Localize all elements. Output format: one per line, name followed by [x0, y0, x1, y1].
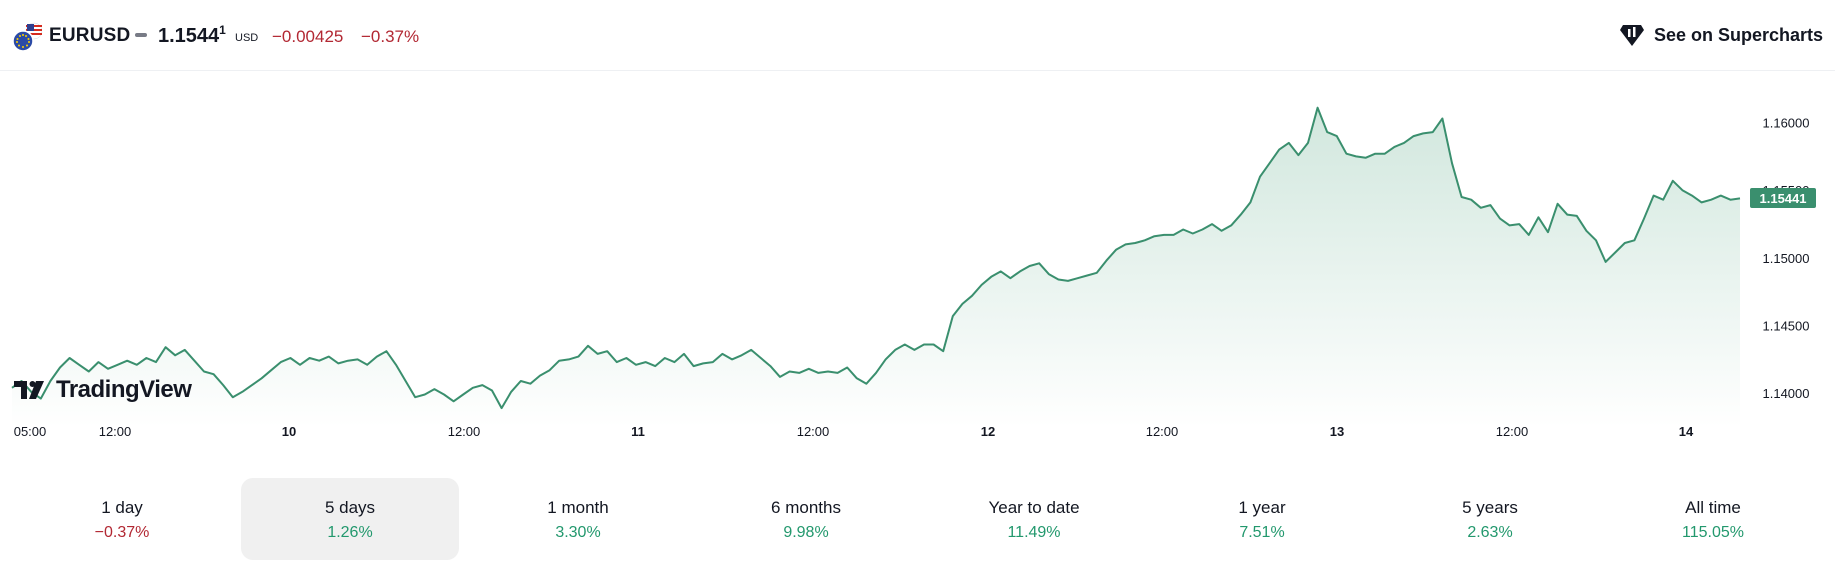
- see-on-supercharts-link[interactable]: See on Supercharts: [1618, 18, 1823, 52]
- period-tab-year-to-date[interactable]: Year to date 11.49%: [925, 478, 1143, 560]
- time-axis-tick: 12:00: [1496, 424, 1529, 439]
- time-axis-tick: 12:00: [448, 424, 481, 439]
- period-label: 1 year: [1238, 498, 1286, 517]
- price-axis-tick: 1.14500: [1763, 319, 1810, 334]
- tradingview-logo-text: TradingView: [56, 376, 192, 403]
- last-price-pipette: 1: [219, 23, 226, 37]
- eur-usd-flag-icon: [12, 22, 42, 52]
- time-axis-tick: 13: [1330, 424, 1344, 439]
- price-change-percent: −0.37%: [361, 27, 420, 46]
- period-label: 5 years: [1462, 498, 1518, 517]
- time-axis-tick: 14: [1679, 424, 1694, 439]
- price-axis-tick: 1.16000: [1763, 116, 1810, 131]
- time-axis-tick: 12:00: [1146, 424, 1179, 439]
- price-change: −0.00425: [272, 27, 344, 46]
- period-label: Year to date: [988, 498, 1080, 517]
- price-currency: USD: [235, 32, 259, 44]
- time-axis-tick: 05:00: [14, 424, 47, 439]
- time-axis-tick: 12:00: [99, 424, 132, 439]
- tradingview-logo[interactable]: TradingView: [14, 376, 192, 404]
- period-tab-1-month[interactable]: 1 month 3.30%: [469, 478, 687, 560]
- price-line: [11, 106, 1741, 410]
- time-axis-tick: 12:00: [797, 424, 830, 439]
- period-change: 2.63%: [1467, 524, 1513, 541]
- symbol-name[interactable]: EURUSD: [49, 25, 131, 46]
- last-price-main: 1.1544: [158, 25, 220, 47]
- market-status-icon: [135, 33, 147, 37]
- supercharts-label: See on Supercharts: [1653, 24, 1823, 45]
- tradingview-logo-icon: [14, 381, 44, 399]
- last-price-marker-label: 1.15441: [1760, 191, 1807, 206]
- last-price: 1.15441: [158, 23, 226, 48]
- period-tab-1-day[interactable]: 1 day −0.37%: [13, 478, 231, 560]
- period-tab-6-months[interactable]: 6 months 9.98%: [697, 478, 915, 560]
- period-change: 115.05%: [1682, 524, 1744, 541]
- period-tab-5-years[interactable]: 5 years 2.63%: [1381, 478, 1599, 560]
- period-change: 1.26%: [327, 524, 373, 541]
- time-axis-tick: 11: [631, 424, 645, 439]
- supercharts-icon: [1619, 25, 1644, 46]
- price-axis-tick: 1.15000: [1763, 251, 1810, 266]
- period-label: 6 months: [771, 498, 841, 517]
- time-axis-tick: 10: [282, 424, 296, 439]
- period-tab-all-time[interactable]: All time 115.05%: [1604, 478, 1822, 560]
- period-tab-1-year[interactable]: 1 year 7.51%: [1153, 478, 1371, 560]
- price-axis-tick: 1.14000: [1763, 386, 1810, 401]
- period-change: −0.37%: [94, 524, 150, 541]
- period-change: 3.30%: [555, 524, 601, 541]
- last-price-marker-bg: [1750, 188, 1816, 208]
- price-area-fill: [12, 107, 1740, 427]
- period-tab-5-days[interactable]: 5 days 1.26%: [241, 478, 459, 560]
- period-selector: 1 day −0.37% 5 days 1.26% 1 month 3.30% 6 mont…: [0, 476, 1835, 562]
- time-axis-tick: 12: [981, 424, 995, 439]
- time-axis: 05:00 12:00 10 12:00 11 12:00 12 12:00 13 12:00 14: [14, 424, 1694, 439]
- period-label: 1 month: [547, 498, 609, 517]
- last-price-marker: 1.15441: [1750, 188, 1816, 208]
- period-label: All time: [1685, 498, 1741, 517]
- period-label: 1 day: [101, 498, 143, 517]
- period-label: 5 days: [324, 498, 376, 517]
- period-change: 7.51%: [1239, 524, 1285, 541]
- period-change: 11.49%: [1007, 524, 1061, 541]
- period-change: 9.98%: [783, 524, 829, 541]
- symbol-header: EURUSD 1.15441 USD −0.00425 −0.37% See o…: [0, 0, 1835, 71]
